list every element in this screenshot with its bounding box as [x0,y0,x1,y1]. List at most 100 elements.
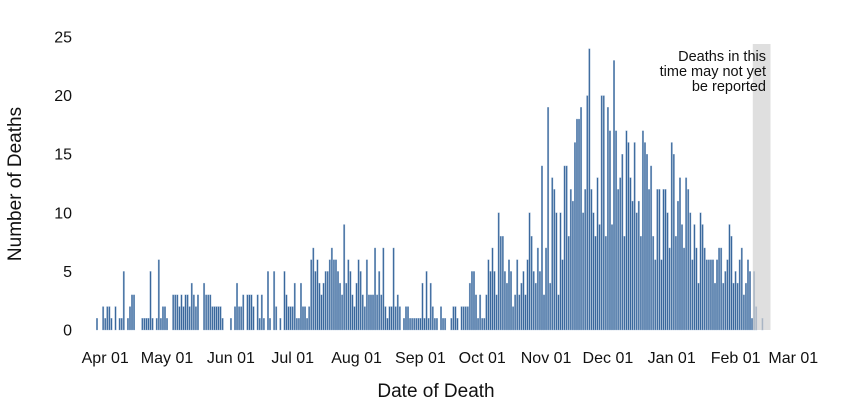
bar [551,177,554,331]
bar [699,212,702,331]
bar [236,282,239,331]
bar [184,294,187,331]
bar [450,318,453,331]
bar [588,48,591,331]
bar [648,189,651,331]
bar [728,224,731,331]
bar [262,318,265,331]
x-tick-label: Sep 01 [395,350,446,367]
bar [740,247,743,331]
bar [747,259,749,331]
bar [283,271,286,331]
bar [378,271,381,331]
bar [681,224,683,331]
bar [541,165,543,331]
bar [248,294,251,331]
bar [390,306,393,331]
bar [297,318,300,331]
bar [499,236,502,331]
bar [495,294,498,331]
bar [405,306,407,331]
bar [339,282,342,331]
bar [376,294,379,331]
bar [246,294,249,331]
bar [627,142,630,331]
bar [164,306,166,331]
bar [349,271,352,331]
bar [415,318,418,331]
bar [221,318,224,331]
bar [530,236,533,331]
bar [151,318,154,331]
bar [159,318,162,331]
bar [631,200,634,331]
bar [637,200,640,331]
bar [668,247,671,331]
bar [652,236,655,331]
bar [347,259,350,331]
bar [730,236,733,331]
bar [433,318,436,331]
bar [186,294,189,331]
bar [518,294,521,331]
bar [520,282,523,331]
bar [510,271,512,331]
bar [617,189,620,331]
bar [258,318,261,331]
bar [205,294,208,331]
bar [522,271,525,331]
bar [194,306,197,331]
bar [157,259,160,331]
bar [547,107,550,331]
bar [252,306,255,331]
bar [102,306,105,331]
bar [431,306,434,331]
bar [384,306,387,331]
bar [106,306,109,331]
bar [211,306,214,331]
bar [312,247,315,331]
bar [592,212,595,331]
bar [600,95,603,331]
bar [485,294,488,331]
bar [429,282,432,331]
bar [512,306,515,331]
bar [427,318,430,331]
bar [567,236,570,331]
bar [559,212,562,331]
bar [683,247,686,331]
bar [672,154,675,331]
y-tick-label: 0 [63,323,72,340]
bars-group [96,48,764,331]
bar [108,306,111,331]
bar [732,282,735,331]
bar [718,247,721,331]
y-axis-title: Number of Deaths [5,107,26,261]
bar [506,282,508,331]
bar [229,318,232,331]
bar [454,306,457,331]
bar [716,259,718,331]
bar [487,259,490,331]
bar [197,294,199,331]
y-tick-label: 5 [63,264,72,281]
bar [370,294,372,331]
bar [386,318,389,331]
bar [289,306,292,331]
x-tick-label: Aug 01 [331,350,382,367]
bar [734,271,737,331]
bar [687,189,690,331]
bar [712,259,714,331]
bar [470,271,473,331]
bar [273,271,276,331]
bar [483,318,486,331]
bar [96,318,98,331]
bar [215,306,218,331]
bar [477,318,480,331]
bar [155,318,158,331]
x-tick-label: May 01 [141,350,194,367]
bar [442,318,445,331]
bar [293,282,296,331]
bar [240,306,243,331]
bar [203,282,206,331]
